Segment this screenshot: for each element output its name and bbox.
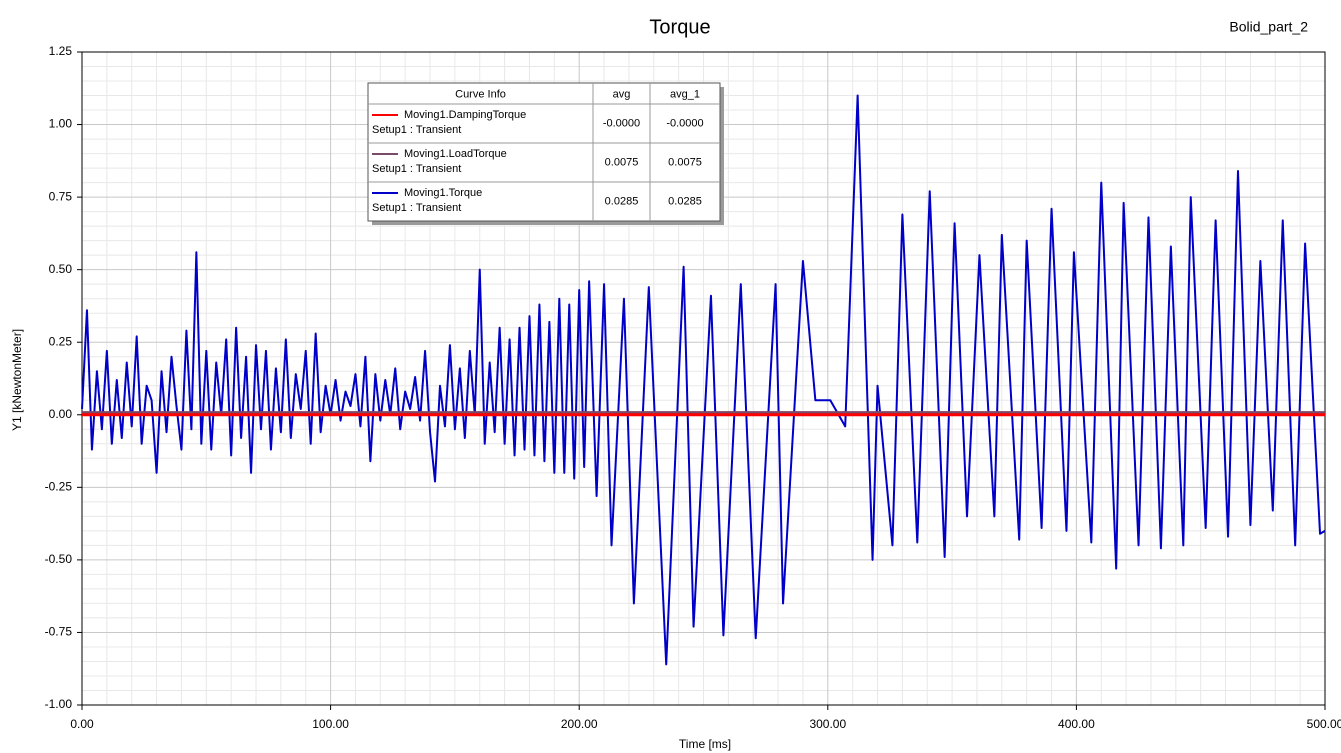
legend-header: avg_1 [670, 88, 700, 100]
y-tick-label: 0.50 [49, 262, 73, 276]
series-line [81, 94, 1326, 666]
x-tick-label: 400.00 [1058, 717, 1095, 731]
legend-setup: Setup1 : Transient [372, 202, 461, 214]
y-tick-label: -0.25 [45, 480, 73, 494]
x-tick-label: 500.00 [1307, 717, 1341, 731]
y-tick-label: 1.25 [49, 44, 73, 58]
x-axis-label: Time [ms] [679, 737, 731, 751]
x-tick-label: 200.00 [561, 717, 598, 731]
legend-header: avg [613, 88, 631, 100]
legend-avg: 0.0075 [605, 156, 639, 168]
project-name: Bolid_part_2 [1229, 19, 1308, 35]
y-tick-label: 0.00 [49, 407, 73, 421]
legend-box [367, 82, 721, 222]
y-tick-label: 0.25 [49, 334, 73, 348]
x-tick-label: 0.00 [70, 717, 94, 731]
x-tick-label: 300.00 [809, 717, 846, 731]
legend-avg: 0.0285 [605, 195, 639, 207]
y-tick-label: -0.75 [45, 625, 73, 639]
legend-header: Curve Info [455, 88, 506, 100]
legend-avg-1: 0.0075 [668, 156, 702, 168]
plot-frame [81, 51, 1326, 706]
legend-name: Moving1.LoadTorque [404, 148, 507, 160]
legend-setup: Setup1 : Transient [372, 124, 461, 136]
x-tick-label: 100.00 [312, 717, 349, 731]
chart-title: Torque [649, 16, 710, 38]
y-tick-label: -1.00 [45, 697, 73, 711]
y-tick-label: 1.00 [49, 117, 73, 131]
y-axis-label: Y1 [kNewtonMeter] [10, 329, 24, 431]
legend-setup: Setup1 : Transient [372, 163, 461, 175]
legend-avg-1: 0.0285 [668, 195, 702, 207]
y-tick-label: 0.75 [49, 189, 73, 203]
legend-avg-1: -0.0000 [666, 117, 703, 129]
legend-avg: -0.0000 [603, 117, 640, 129]
legend-name: Moving1.Torque [404, 187, 482, 199]
y-tick-label: -0.50 [45, 552, 73, 566]
legend-name: Moving1.DampingTorque [404, 109, 526, 121]
